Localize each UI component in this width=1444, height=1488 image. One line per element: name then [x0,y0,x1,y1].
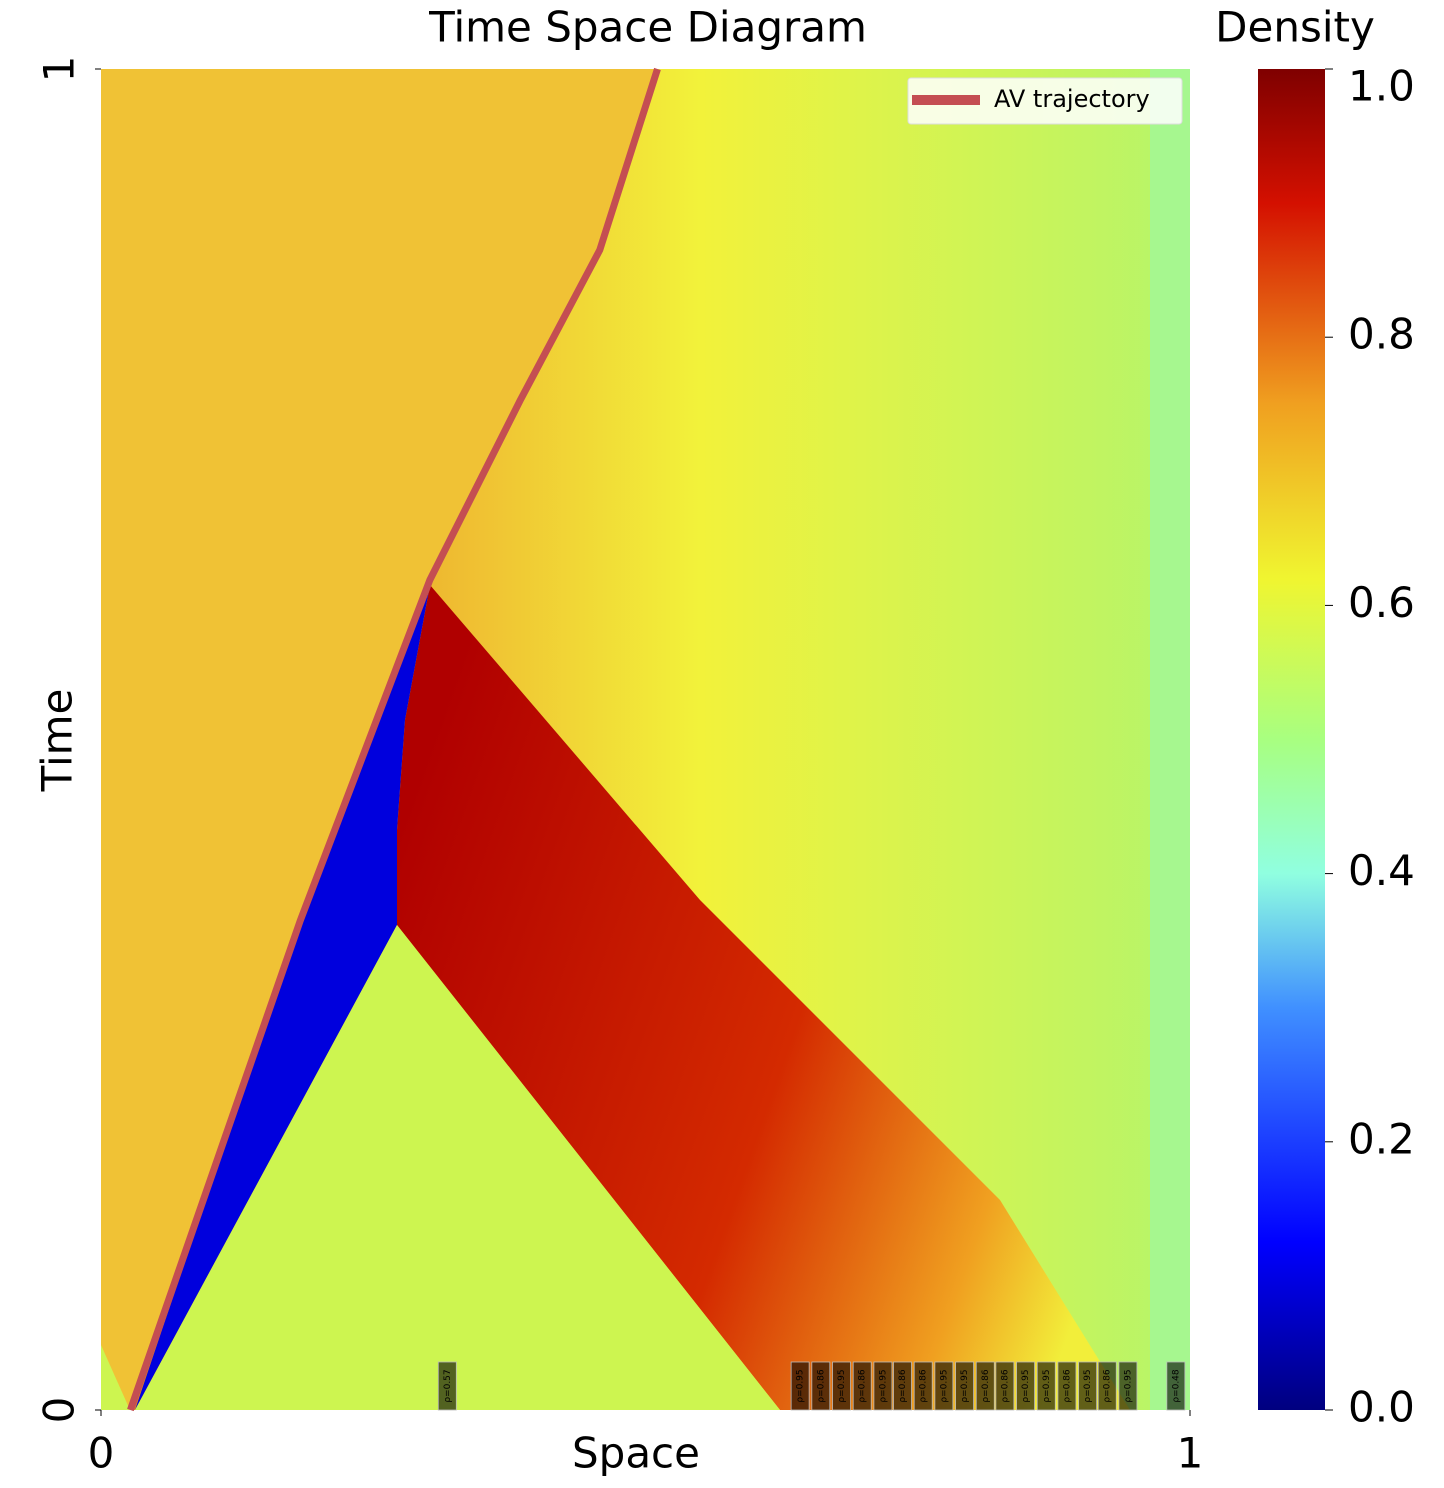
colorbar-tick-label: 0.2 [1348,1114,1415,1163]
field [1150,69,1190,1410]
y-tick-label: 1 [35,56,84,83]
density-cell [1016,1361,1035,1411]
density-cell [873,1361,893,1411]
density-label: ρ=0.95 [878,1369,888,1402]
colorbar-label: Density [1215,3,1375,52]
density-label: ρ=0.48 [1171,1369,1181,1403]
density-cell [1097,1361,1117,1411]
density-cell [1057,1361,1077,1411]
density-cell [995,1361,1015,1411]
density-label: ρ=0.86 [919,1369,929,1403]
density-label: ρ=0.95 [1042,1369,1052,1402]
density-label: ρ=0.57 [443,1369,453,1402]
density-label: ρ=0.95 [837,1369,847,1402]
colorbar-tick-label: 0.0 [1348,1383,1415,1432]
legend-box [907,77,1183,125]
density-cell [437,1361,457,1411]
density-cell [811,1361,831,1411]
x-tick-label: 0 [88,1429,115,1478]
density-label: ρ=0.86 [816,1369,826,1403]
density-label: ρ=0.95 [1123,1369,1133,1402]
density-label: ρ=0.86 [858,1369,868,1403]
density-label: ρ=0.86 [1103,1369,1113,1403]
density-label: ρ=0.86 [898,1369,908,1403]
density-label: ρ=0.95 [1083,1369,1093,1402]
density-label: ρ=0.95 [1021,1369,1031,1402]
y-tick-label: 0 [35,1397,84,1424]
x-axis-label: Space [572,1429,700,1478]
density-label: ρ=0.95 [796,1369,806,1402]
density-cell [913,1361,933,1411]
field [135,585,430,1410]
density-label: ρ=0.95 [939,1369,949,1402]
density-cell [1078,1361,1098,1411]
colorbar-tick-label: 0.6 [1348,578,1415,627]
chart-title: Time Space Diagram [428,3,867,52]
density-cell [955,1361,974,1411]
colorbar [1258,69,1325,1410]
legend-label: AV trajectory [994,85,1150,113]
y-axis-label: Time [33,689,82,793]
density-cell [790,1361,810,1411]
density-cell [893,1361,912,1411]
colorbar-tick-label: 1.0 [1348,62,1415,111]
colorbar-tick-label: 0.8 [1348,310,1415,359]
density-cell [1166,1361,1186,1411]
density-cell [1118,1361,1138,1411]
density-cell [832,1361,851,1411]
field [101,69,657,1410]
density-label: ρ=0.86 [1000,1369,1010,1403]
density-cell [975,1361,995,1411]
density-label: ρ=0.95 [960,1369,970,1402]
colorbar-tick-label: 0.4 [1348,846,1415,895]
trajectory [127,67,661,1412]
heatmap [101,69,1190,1410]
legend: AV trajectory [907,77,1183,125]
density-cell [934,1361,954,1411]
field [397,585,1130,1410]
field [135,925,780,1410]
x-tick-label: 1 [1177,1429,1204,1478]
density-cell [1036,1361,1056,1411]
density-label: ρ=0.86 [1062,1369,1072,1403]
density-label: ρ=0.86 [981,1369,991,1403]
density-cell [852,1361,872,1411]
field [101,1345,130,1410]
